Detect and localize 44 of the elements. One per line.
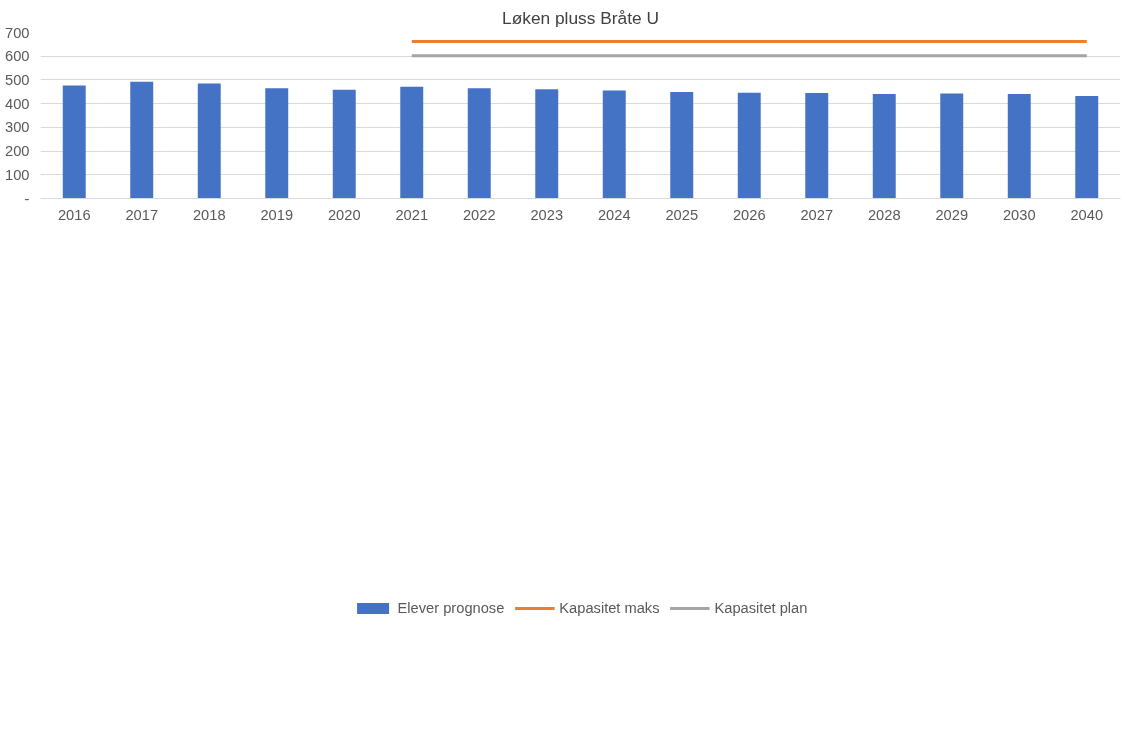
bar [670, 92, 694, 199]
x-tick-label: 2022 [462, 206, 496, 223]
bar [265, 88, 289, 199]
legend-label: Elever prognose [397, 600, 505, 616]
x-tick-label: 2016 [57, 206, 91, 223]
y-tick-label: 300 [5, 119, 30, 136]
bar [130, 81, 154, 199]
x-tick-label: 2017 [125, 206, 159, 223]
y-tick-label: 100 [5, 166, 30, 183]
y-tick-label: - [24, 190, 30, 207]
y-tick-label: 700 [5, 24, 30, 41]
y-tick-label: 400 [5, 95, 30, 112]
x-tick-label: 2024 [597, 206, 631, 223]
bar [1075, 96, 1099, 199]
y-tick-label: 600 [5, 48, 30, 65]
bar [737, 92, 761, 199]
bar [805, 92, 829, 199]
y-tick-label: 500 [5, 71, 30, 88]
x-tick-label: 2018 [192, 206, 226, 223]
bar [62, 85, 86, 199]
x-tick-label: 2020 [327, 206, 361, 223]
bar [467, 88, 491, 199]
bar [602, 90, 626, 199]
x-tick-label: 2019 [260, 206, 294, 223]
x-tick-label: 2021 [395, 206, 429, 223]
bar [940, 93, 964, 199]
legend-label: Kapasitet maks [559, 600, 660, 616]
x-tick-label: 2030 [1002, 206, 1036, 223]
x-tick-label: 2023 [530, 206, 564, 223]
x-tick-label: 2027 [800, 206, 834, 223]
x-tick-label: 2025 [665, 206, 699, 223]
legend-label: Kapasitet plan [714, 600, 808, 616]
bar [535, 89, 559, 199]
bar [332, 89, 356, 199]
x-tick-label: 2040 [1070, 206, 1104, 223]
x-tick-label: 2026 [732, 206, 766, 223]
bar [400, 86, 424, 199]
bar [1007, 93, 1031, 199]
x-tick-label: 2028 [867, 206, 901, 223]
chart-title: Løken pluss Bråte U [502, 7, 660, 28]
x-tick-label: 2029 [935, 206, 969, 223]
y-tick-label: 200 [5, 143, 30, 160]
bar [872, 93, 896, 199]
bar [197, 83, 221, 199]
